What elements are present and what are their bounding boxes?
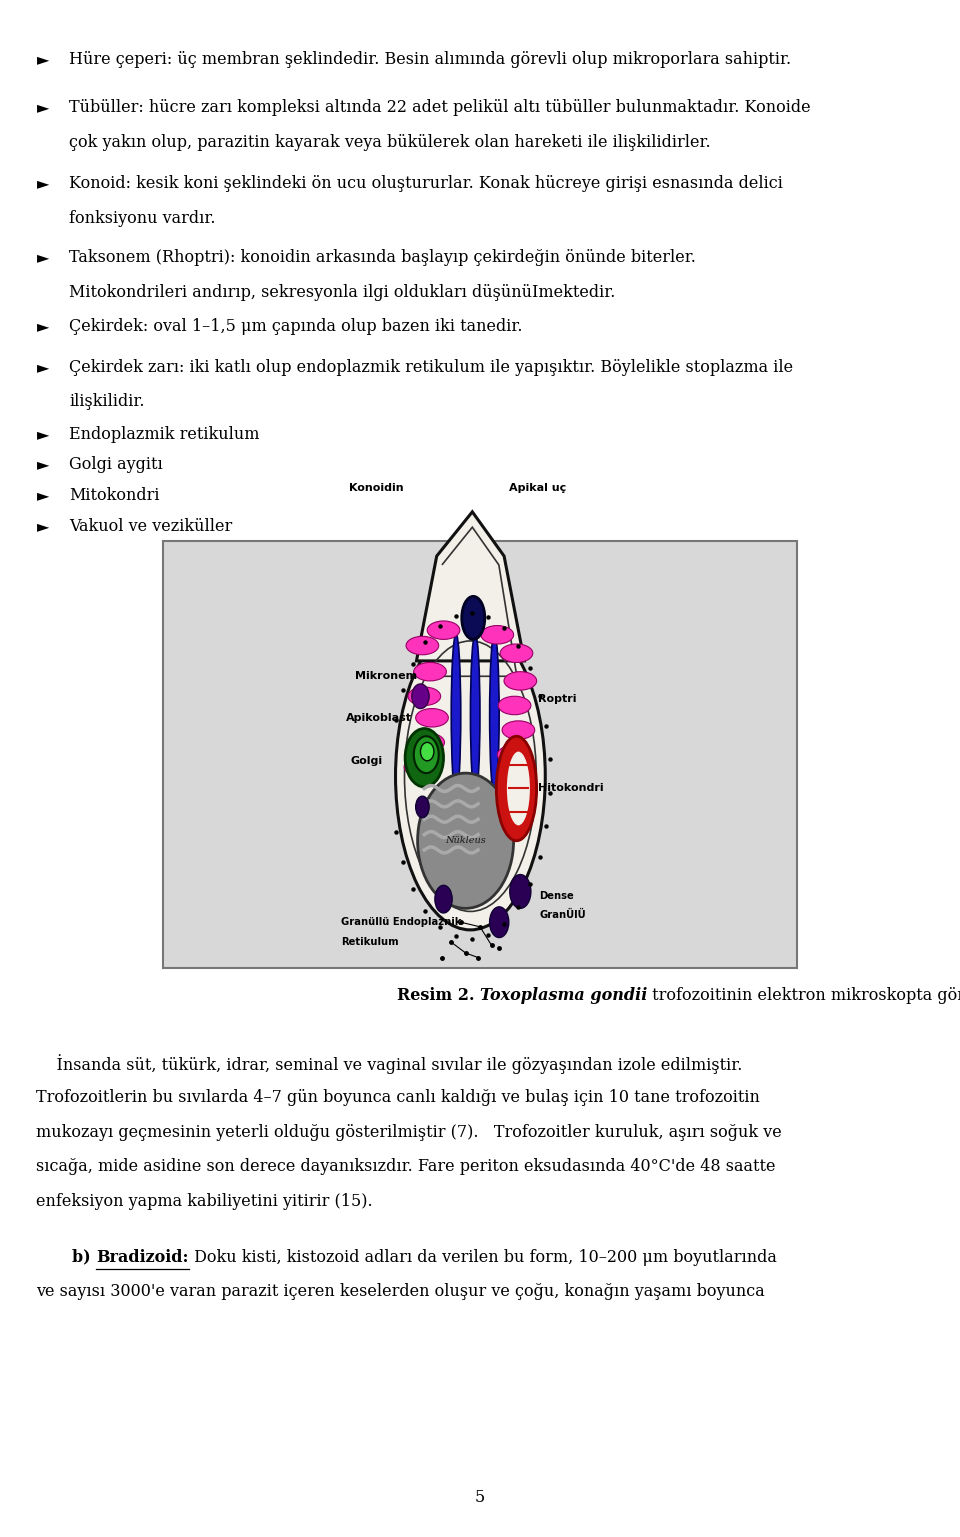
Ellipse shape bbox=[470, 633, 480, 795]
Text: Bradizoid:: Bradizoid: bbox=[96, 1248, 189, 1266]
Text: Hitokondri: Hitokondri bbox=[538, 784, 603, 793]
Text: İnsanda süt, tükürk, idrar, seminal ve vaginal sıvılar ile gözyaşından izole edi: İnsanda süt, tükürk, idrar, seminal ve v… bbox=[36, 1054, 743, 1074]
Text: mukozayı geçmesinin yeterli olduğu gösterilmiştir (7).   Trofozoitler kuruluk, a: mukozayı geçmesinin yeterli olduğu göste… bbox=[36, 1124, 782, 1140]
Text: b): b) bbox=[72, 1248, 96, 1266]
Text: ►: ► bbox=[36, 318, 49, 335]
Ellipse shape bbox=[490, 633, 499, 795]
Text: trofozoitinin elektron mikroskopta görünümü (18).: trofozoitinin elektron mikroskopta görün… bbox=[647, 987, 960, 1004]
Text: ►: ► bbox=[36, 456, 49, 473]
Ellipse shape bbox=[396, 622, 545, 930]
Ellipse shape bbox=[500, 644, 533, 662]
Text: Çekirdek: oval 1–1,5 μm çapında olup bazen iki tanedir.: Çekirdek: oval 1–1,5 μm çapında olup baz… bbox=[69, 318, 522, 335]
Ellipse shape bbox=[435, 885, 452, 913]
Ellipse shape bbox=[412, 733, 444, 752]
Ellipse shape bbox=[481, 626, 514, 644]
FancyBboxPatch shape bbox=[163, 541, 797, 968]
Text: çok yakın olup, parazitin kayarak veya bükülerek olan hareketi ile ilişkilidirle: çok yakın olup, parazitin kayarak veya b… bbox=[69, 134, 710, 151]
Text: ►: ► bbox=[36, 487, 49, 504]
Ellipse shape bbox=[405, 729, 444, 787]
Ellipse shape bbox=[404, 758, 437, 776]
Text: Hüre çeperi: üç membran şeklindedir. Besin alımında görevli olup mikroporlara sa: Hüre çeperi: üç membran şeklindedir. Bes… bbox=[69, 51, 791, 69]
Ellipse shape bbox=[504, 672, 537, 690]
Text: Resim 2.: Resim 2. bbox=[396, 987, 480, 1004]
Text: Taksonem (Rhoptri): konoidin arkasında başlayıp çekirdeğin önünde biterler.: Taksonem (Rhoptri): konoidin arkasında b… bbox=[69, 249, 696, 266]
Ellipse shape bbox=[498, 696, 531, 715]
Ellipse shape bbox=[502, 721, 535, 739]
Text: enfeksiyon yapma kabiliyetini yitirir (15).: enfeksiyon yapma kabiliyetini yitirir (1… bbox=[36, 1193, 373, 1210]
Text: Roptri: Roptri bbox=[538, 695, 576, 704]
Text: Konoid: kesik koni şeklindeki ön ucu oluştururlar. Konak hücreye girişi esnasınd: Konoid: kesik koni şeklindeki ön ucu olu… bbox=[69, 175, 783, 192]
Ellipse shape bbox=[500, 770, 533, 788]
Ellipse shape bbox=[510, 875, 531, 908]
Ellipse shape bbox=[496, 736, 537, 841]
Ellipse shape bbox=[416, 796, 429, 818]
Text: ►: ► bbox=[36, 358, 49, 377]
Text: Mikronem: Mikronem bbox=[355, 672, 418, 681]
Text: Endoplazmik retikulum: Endoplazmik retikulum bbox=[69, 426, 259, 443]
Text: ►: ► bbox=[36, 175, 49, 192]
Text: ►: ► bbox=[36, 51, 49, 69]
Text: Vakuol ve veziküller: Vakuol ve veziküller bbox=[69, 518, 232, 535]
Text: fonksiyonu vardır.: fonksiyonu vardır. bbox=[69, 209, 216, 227]
Text: Retikulum: Retikulum bbox=[341, 938, 398, 947]
Text: Mitokondri: Mitokondri bbox=[69, 487, 159, 504]
Ellipse shape bbox=[451, 633, 461, 795]
Text: ►: ► bbox=[36, 518, 49, 535]
Ellipse shape bbox=[497, 745, 530, 764]
Text: Golgi aygitı: Golgi aygitı bbox=[69, 456, 163, 473]
Ellipse shape bbox=[414, 736, 439, 773]
Text: Konoidin: Konoidin bbox=[348, 483, 403, 493]
Polygon shape bbox=[417, 512, 524, 661]
Text: sıcağa, mide asidine son derece dayanıksızdır. Fare periton eksudasında 40°C'de : sıcağa, mide asidine son derece dayanıks… bbox=[36, 1159, 776, 1176]
Text: Granüllü Endoplaznik: Granüllü Endoplaznik bbox=[341, 918, 462, 927]
Ellipse shape bbox=[462, 596, 485, 639]
Text: Dense: Dense bbox=[540, 891, 574, 901]
Text: Trofozoitlerin bu sıvılarda 4–7 gün boyunca canlı kaldığı ve bulaş için 10 tane : Trofozoitlerin bu sıvılarda 4–7 gün boyu… bbox=[36, 1088, 760, 1107]
Ellipse shape bbox=[420, 742, 434, 761]
Text: Nükleus: Nükleus bbox=[445, 836, 486, 845]
Ellipse shape bbox=[406, 636, 439, 655]
Ellipse shape bbox=[416, 709, 448, 727]
Text: ►: ► bbox=[36, 98, 49, 117]
Text: ►: ► bbox=[36, 426, 49, 443]
Text: ►: ► bbox=[36, 249, 49, 266]
Text: Mitokondrileri andırıp, sekresyonla ilgi oldukları düşünüImektedir.: Mitokondrileri andırıp, sekresyonla ilgi… bbox=[69, 283, 615, 301]
Ellipse shape bbox=[490, 907, 509, 938]
Ellipse shape bbox=[412, 684, 429, 709]
Text: Toxoplasma gondii: Toxoplasma gondii bbox=[480, 987, 647, 1004]
Text: ve sayısı 3000'e varan parazit içeren keselerden oluşur ve çoğu, konağın yaşamı : ve sayısı 3000'e varan parazit içeren ke… bbox=[36, 1283, 765, 1300]
Text: Apikal uç: Apikal uç bbox=[509, 483, 566, 493]
Text: Apikoblast: Apikoblast bbox=[346, 713, 412, 722]
Ellipse shape bbox=[414, 662, 446, 681]
Text: Golgi: Golgi bbox=[350, 756, 382, 765]
Text: Çekirdek zarı: iki katlı olup endoplazmik retikulum ile yapışıktır. Böylelikle s: Çekirdek zarı: iki katlı olup endoplazmi… bbox=[69, 358, 793, 377]
Text: Tübüller: hücre zarı kompleksi altında 22 adet pelikül altı tübüller bulunmaktad: Tübüller: hücre zarı kompleksi altında 2… bbox=[69, 98, 811, 117]
Text: 5: 5 bbox=[475, 1489, 485, 1506]
Ellipse shape bbox=[408, 687, 441, 705]
Text: GranÜlÜ: GranÜlÜ bbox=[540, 910, 587, 919]
Ellipse shape bbox=[418, 773, 514, 908]
Ellipse shape bbox=[507, 752, 530, 825]
Text: ilişkilidir.: ilişkilidir. bbox=[69, 393, 145, 410]
Ellipse shape bbox=[427, 621, 460, 639]
Text: Doku kisti, kistozoid adları da verilen bu form, 10–200 μm boyutlarında: Doku kisti, kistozoid adları da verilen … bbox=[189, 1248, 777, 1266]
